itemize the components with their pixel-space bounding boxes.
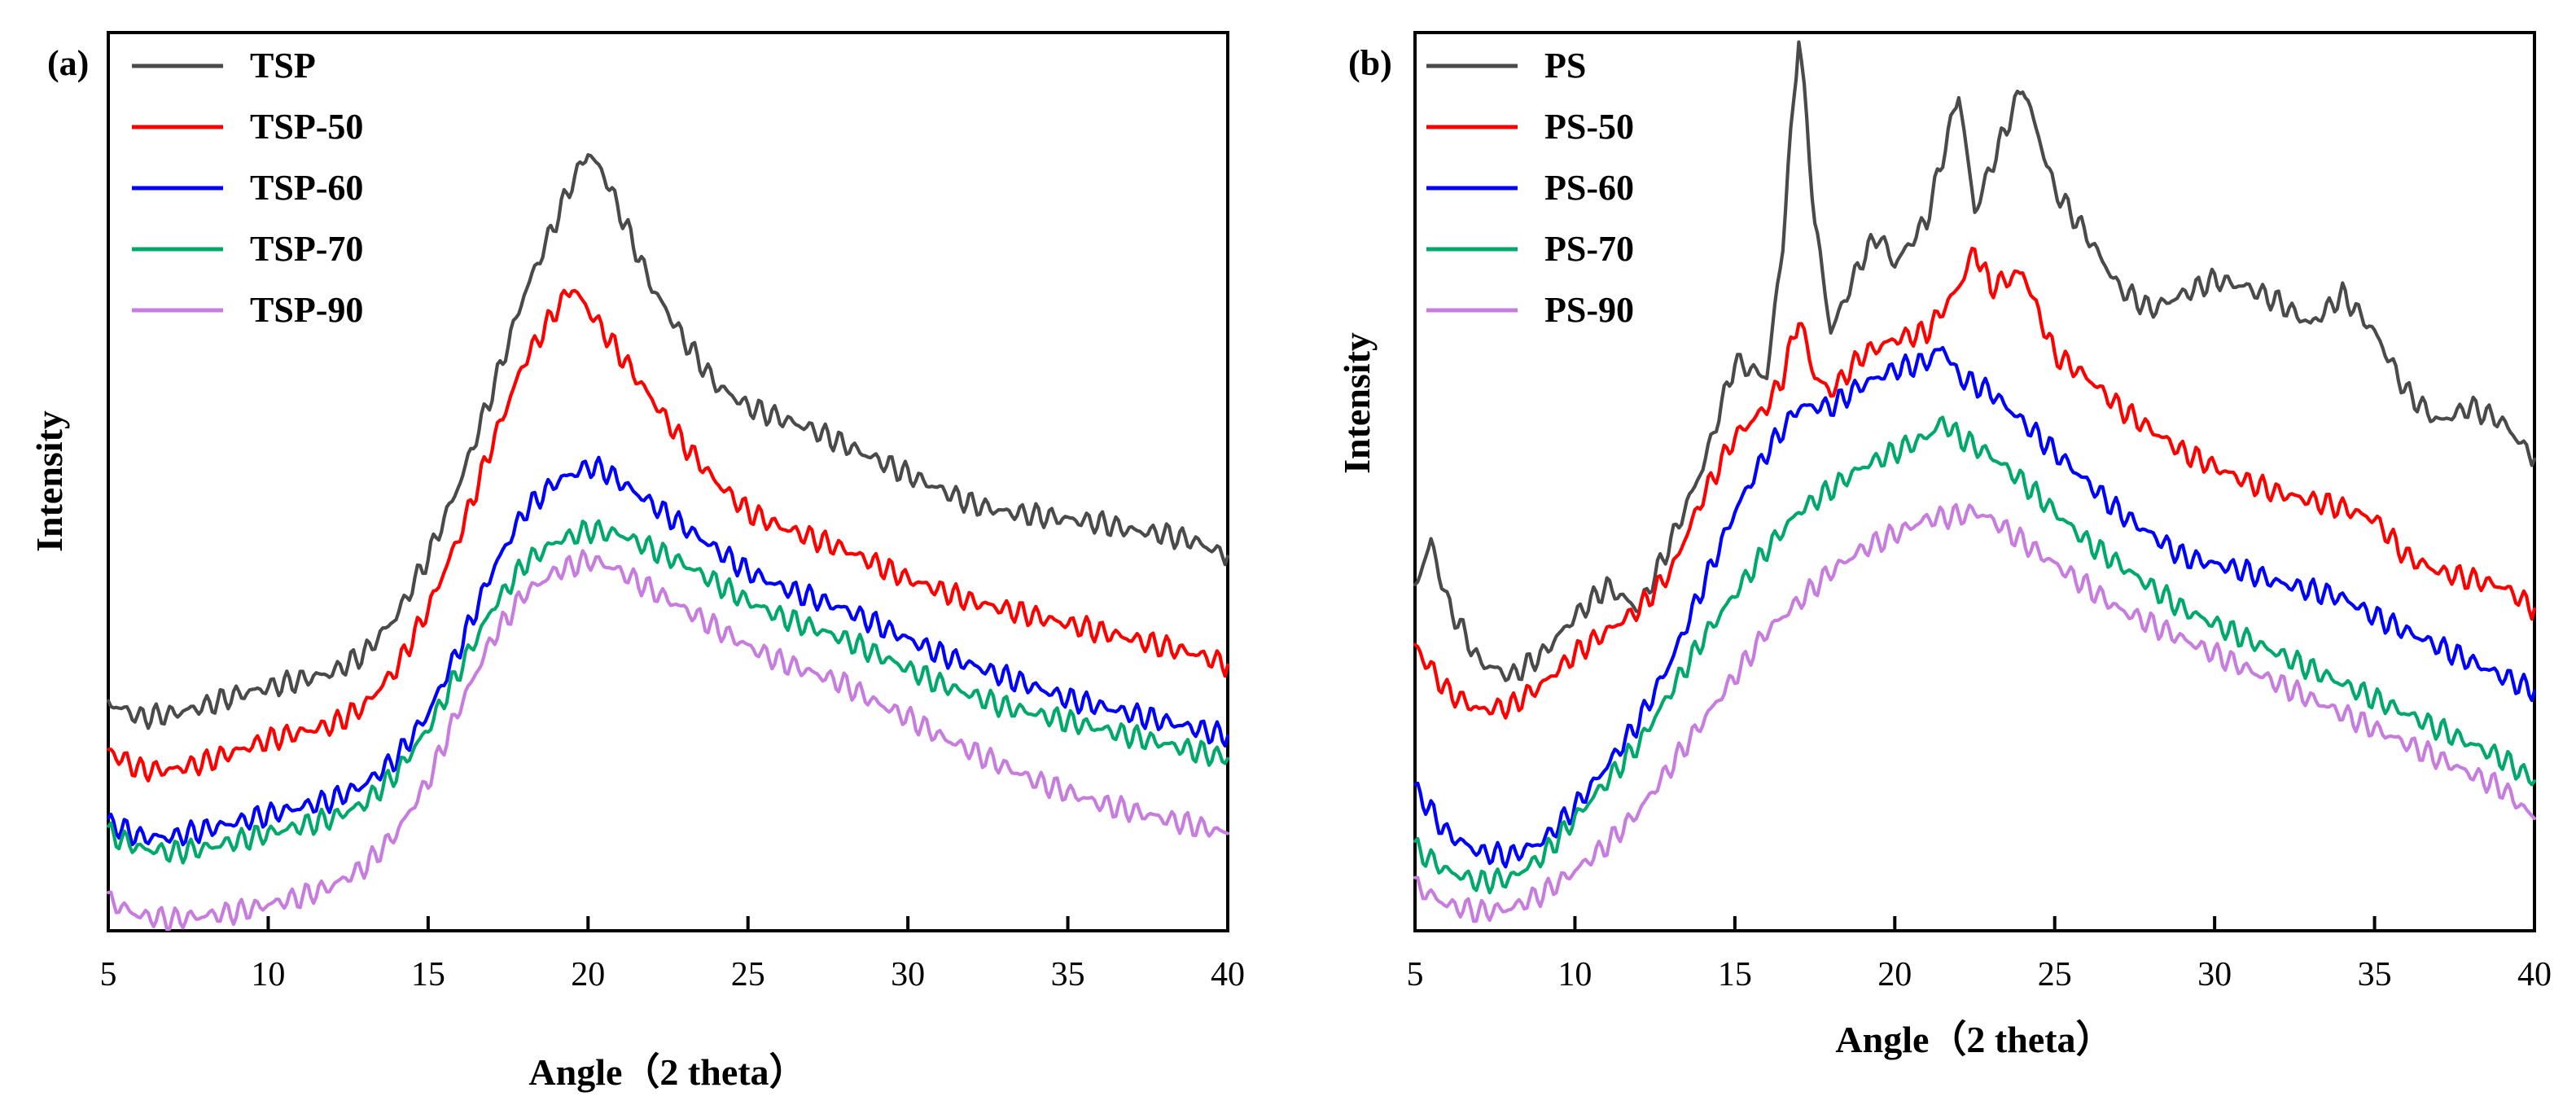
x-tick-label-b-25: 25 bbox=[2038, 956, 2072, 993]
x-tick-label-b-30: 30 bbox=[2197, 956, 2232, 993]
legend-b: PS PS-50 PS-60 PS-70 PS-90 bbox=[1426, 46, 1634, 330]
x-tick-label-a-15: 15 bbox=[411, 956, 445, 993]
legend-label-tsp-70: TSP-70 bbox=[250, 229, 363, 269]
legend-label-tsp-60: TSP-60 bbox=[250, 168, 363, 208]
series-line-tsp-70 bbox=[106, 519, 1230, 865]
series-line-ps-90 bbox=[1413, 502, 2537, 923]
series-line-ps-60 bbox=[1413, 345, 2537, 869]
legend-label-ps-70: PS-70 bbox=[1544, 229, 1634, 269]
legend-a: TSP TSP-50 TSP-60 TSP-70 TSP-90 bbox=[132, 46, 363, 330]
series-line-tsp bbox=[106, 153, 1230, 730]
series-group-a bbox=[106, 153, 1230, 932]
series-line-ps bbox=[1413, 40, 2537, 682]
x-tick-label-a-25: 25 bbox=[731, 956, 765, 993]
legend-label-ps: PS bbox=[1544, 46, 1586, 86]
plot-frame-b bbox=[1413, 31, 2536, 932]
legend-label-tsp-50: TSP-50 bbox=[250, 107, 363, 147]
x-tick-label-b-20: 20 bbox=[1877, 956, 1912, 993]
panel-b: (b) 5 10 15 20 25 30 35 40 PS PS-50 PS-60 PS-70 PS-… bbox=[1336, 31, 2552, 1060]
x-tick-label-b-35: 35 bbox=[2358, 956, 2392, 993]
panel-label-b: (b) bbox=[1348, 43, 1392, 83]
x-tick-label-a-35: 35 bbox=[1051, 956, 1085, 993]
y-axis-title-b: Intensity bbox=[1336, 332, 1378, 474]
plot-frame-a bbox=[107, 31, 1229, 932]
plot-area-b: 5 10 15 20 25 30 35 40 PS PS-50 PS-60 PS-70 PS-90 bbox=[1407, 31, 2552, 993]
legend-label-tsp: TSP bbox=[250, 46, 316, 86]
x-axis-title-b: Angle（2 theta） bbox=[1835, 1019, 2113, 1060]
x-ticks-a: 5 10 15 20 25 30 35 40 bbox=[100, 916, 1245, 993]
x-tick-label-a-30: 30 bbox=[891, 956, 925, 993]
x-tick-label-a-10: 10 bbox=[251, 956, 285, 993]
series-line-tsp-50 bbox=[106, 288, 1230, 783]
legend-label-tsp-90: TSP-90 bbox=[250, 290, 363, 330]
x-tick-label-b-10: 10 bbox=[1557, 956, 1592, 993]
series-line-tsp-60 bbox=[106, 455, 1230, 847]
x-tick-label-a-20: 20 bbox=[571, 956, 605, 993]
series-line-tsp-90 bbox=[106, 549, 1230, 932]
legend-label-ps-90: PS-90 bbox=[1544, 290, 1634, 330]
x-tick-label-a-5: 5 bbox=[100, 956, 117, 993]
legend-label-ps-50: PS-50 bbox=[1544, 107, 1634, 147]
panel-label-a: (a) bbox=[47, 43, 89, 83]
series-group-b bbox=[1413, 40, 2537, 923]
x-tick-label-b-40: 40 bbox=[2517, 956, 2552, 993]
panel-a: (a) 5 10 15 20 25 30 35 40 TSP TSP-50 TSP-60 TSP-7… bbox=[28, 31, 1245, 1093]
x-ticks-b: 5 10 15 20 25 30 35 40 bbox=[1407, 916, 2552, 993]
plot-area-a: 5 10 15 20 25 30 35 40 TSPTSP-50TSP-60TSP-70TSP… bbox=[100, 31, 1245, 993]
x-tick-label-b-15: 15 bbox=[1718, 956, 1752, 993]
series-line-ps-70 bbox=[1413, 415, 2537, 895]
y-axis-title-a: Intensity bbox=[28, 410, 70, 552]
series-line-ps-50 bbox=[1413, 246, 2537, 720]
x-tick-label-a-40: 40 bbox=[1211, 956, 1245, 993]
x-tick-label-b-5: 5 bbox=[1407, 956, 1424, 993]
x-axis-title-a: Angle（2 theta） bbox=[528, 1051, 806, 1093]
legend-label-ps-60: PS-60 bbox=[1544, 168, 1634, 208]
